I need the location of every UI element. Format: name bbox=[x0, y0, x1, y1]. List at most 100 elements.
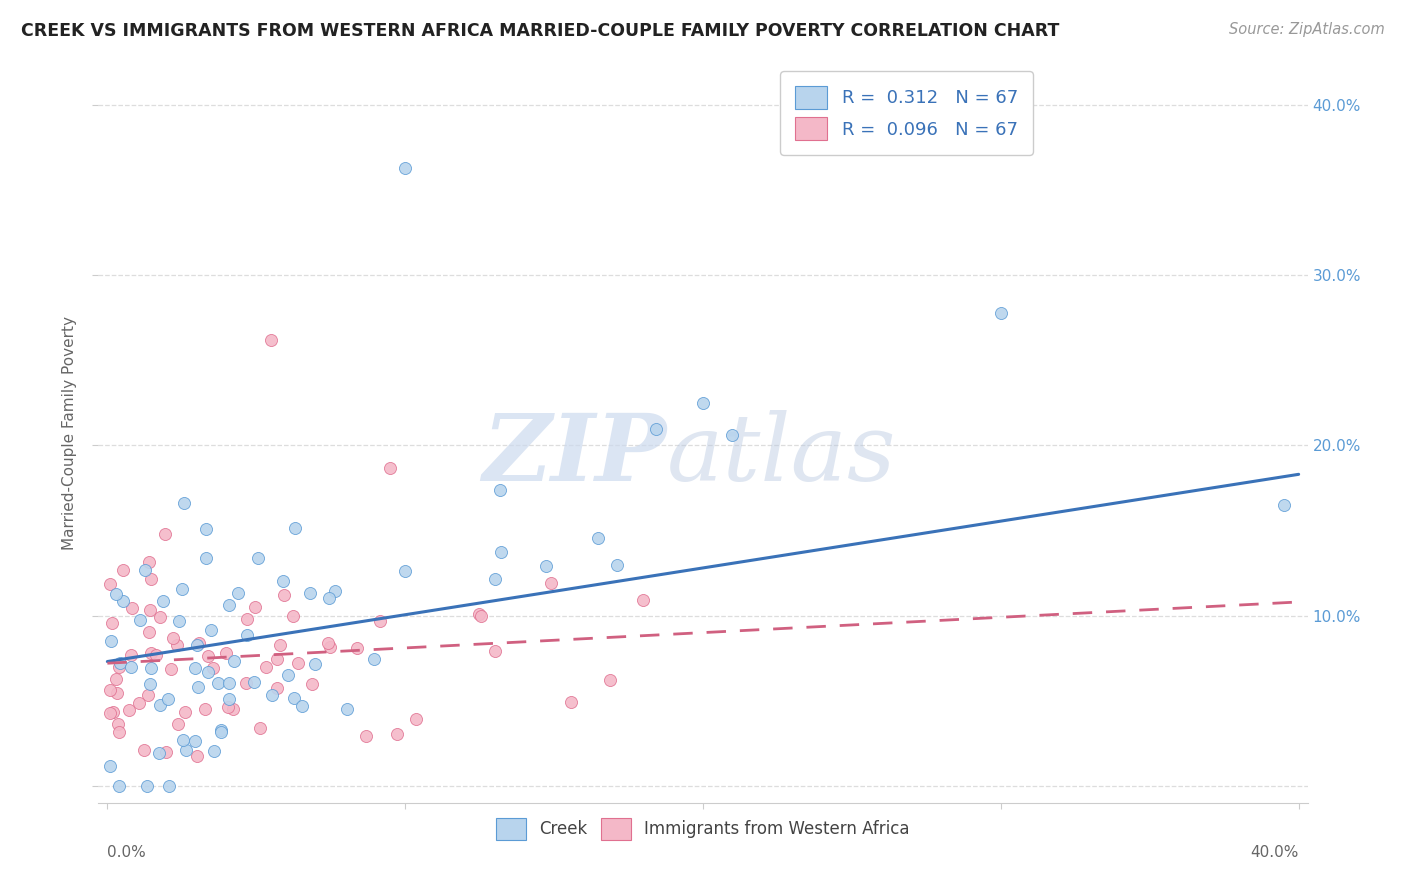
Point bbox=[120, 660, 142, 674]
Point bbox=[194, 522, 217, 536]
Point bbox=[207, 676, 229, 690]
Point bbox=[166, 638, 188, 652]
Point bbox=[134, 563, 156, 577]
Point bbox=[141, 646, 163, 660]
Point bbox=[489, 483, 512, 497]
Point bbox=[222, 654, 245, 668]
Point bbox=[152, 594, 174, 608]
Point bbox=[167, 716, 190, 731]
Point bbox=[120, 648, 142, 662]
Point bbox=[217, 699, 239, 714]
Point bbox=[160, 662, 183, 676]
Point bbox=[385, 727, 408, 741]
Point bbox=[721, 428, 744, 442]
Point bbox=[301, 677, 323, 691]
Point bbox=[215, 646, 238, 660]
Point bbox=[245, 599, 267, 614]
Y-axis label: Married-Couple Family Poverty: Married-Couple Family Poverty bbox=[62, 316, 77, 549]
Point bbox=[346, 640, 368, 655]
Point bbox=[121, 600, 143, 615]
Point bbox=[256, 660, 278, 674]
Point bbox=[645, 422, 668, 436]
Point bbox=[218, 598, 240, 612]
Point bbox=[405, 712, 427, 726]
Point bbox=[108, 660, 131, 674]
Point bbox=[243, 674, 266, 689]
Point bbox=[187, 636, 209, 650]
Point bbox=[98, 577, 121, 591]
Point bbox=[266, 652, 288, 666]
Point bbox=[138, 556, 160, 570]
Text: 0.0%: 0.0% bbox=[107, 846, 146, 861]
Point bbox=[291, 698, 314, 713]
Point bbox=[132, 742, 155, 756]
Point bbox=[173, 496, 195, 510]
Point bbox=[108, 656, 131, 670]
Point bbox=[135, 779, 157, 793]
Point bbox=[153, 527, 176, 541]
Point bbox=[167, 615, 190, 629]
Text: ZIP: ZIP bbox=[482, 409, 666, 500]
Point bbox=[277, 668, 299, 682]
Point bbox=[319, 640, 342, 654]
Point bbox=[246, 551, 269, 566]
Point bbox=[129, 613, 152, 627]
Point bbox=[138, 624, 160, 639]
Point bbox=[235, 628, 257, 642]
Point bbox=[105, 686, 128, 700]
Point bbox=[316, 636, 339, 650]
Point bbox=[484, 573, 506, 587]
Point bbox=[105, 587, 128, 601]
Point bbox=[209, 723, 232, 737]
Point bbox=[98, 706, 121, 720]
Point bbox=[218, 692, 240, 706]
Point bbox=[356, 729, 378, 743]
Point bbox=[197, 665, 219, 680]
Point bbox=[202, 661, 225, 675]
Point bbox=[183, 734, 205, 748]
Point bbox=[148, 746, 170, 760]
Point bbox=[136, 689, 159, 703]
Point bbox=[149, 610, 172, 624]
Legend: Creek, Immigrants from Western Africa: Creek, Immigrants from Western Africa bbox=[489, 812, 917, 847]
Point bbox=[218, 676, 240, 690]
Point bbox=[273, 589, 295, 603]
Point bbox=[195, 550, 218, 565]
Point bbox=[101, 706, 124, 720]
Point bbox=[298, 586, 321, 600]
Point bbox=[162, 631, 184, 645]
Point bbox=[170, 582, 193, 596]
Point bbox=[588, 531, 610, 545]
Point bbox=[186, 638, 208, 652]
Point bbox=[631, 593, 654, 607]
Point bbox=[98, 682, 121, 697]
Point bbox=[118, 703, 141, 717]
Point bbox=[141, 661, 163, 675]
Point bbox=[560, 695, 582, 709]
Point bbox=[283, 691, 305, 706]
Point bbox=[304, 657, 326, 672]
Point bbox=[1272, 498, 1295, 512]
Point bbox=[107, 779, 129, 793]
Point bbox=[105, 673, 128, 687]
Point bbox=[266, 681, 288, 695]
Point bbox=[155, 745, 177, 759]
Point bbox=[394, 161, 416, 175]
Point bbox=[98, 758, 121, 772]
Point bbox=[184, 661, 207, 675]
Point bbox=[606, 558, 628, 572]
Point bbox=[249, 721, 271, 735]
Point bbox=[468, 607, 491, 621]
Point bbox=[138, 603, 160, 617]
Point bbox=[262, 688, 284, 702]
Point bbox=[128, 696, 150, 710]
Point bbox=[107, 717, 129, 731]
Point bbox=[484, 644, 506, 658]
Point bbox=[368, 614, 391, 628]
Point bbox=[173, 705, 195, 719]
Point bbox=[323, 584, 346, 599]
Point bbox=[100, 634, 122, 648]
Point bbox=[174, 743, 197, 757]
Point bbox=[202, 744, 225, 758]
Point bbox=[692, 396, 714, 410]
